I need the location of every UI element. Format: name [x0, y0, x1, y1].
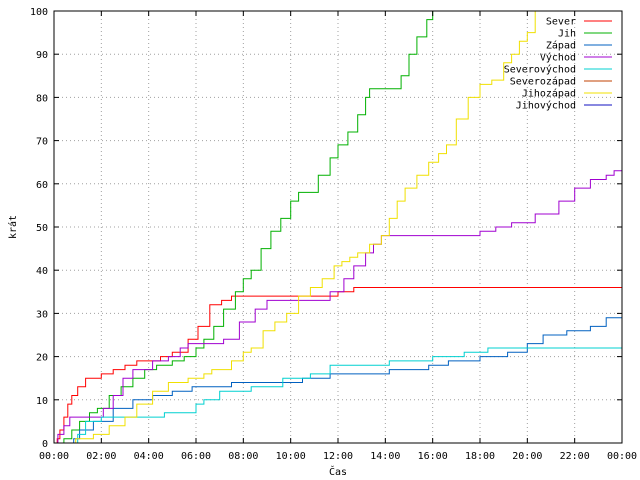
y-tick-label: 70	[36, 137, 48, 148]
x-tick-label: 06:00	[181, 451, 211, 462]
legend-label: Sever	[546, 17, 576, 28]
y-tick-label: 50	[36, 223, 48, 234]
x-tick-label: 12:00	[323, 451, 353, 462]
x-tick-label: 04:00	[134, 451, 164, 462]
x-tick-label: 00:00	[607, 451, 637, 462]
x-tick-label: 22:00	[560, 451, 590, 462]
legend-label: Severovýchod	[504, 64, 576, 76]
y-tick-label: 100	[30, 7, 48, 18]
y-tick-label: 60	[36, 180, 48, 191]
axis-ticks: 00:00 02:00 04:00 06:00 08:00 10:00 12:00 14:00…	[30, 7, 637, 462]
x-tick-label: 16:00	[418, 451, 448, 462]
legend-label: Západ	[546, 40, 576, 52]
series-line-sever	[54, 287, 622, 443]
y-tick-label: 0	[42, 439, 48, 450]
y-axis-label: krát	[7, 215, 19, 239]
x-tick-label: 00:00	[39, 451, 69, 462]
legend-label: Jihozápad	[522, 88, 576, 100]
x-axis-label: Čas	[329, 465, 347, 478]
legend-label: Jih	[558, 29, 576, 40]
legend-label: Jihovýchod	[516, 100, 576, 112]
gridlines	[54, 11, 622, 443]
series-line-severovýchod	[54, 347, 622, 443]
y-tick-label: 40	[36, 266, 48, 277]
x-tick-label: 10:00	[276, 451, 306, 462]
x-tick-label: 14:00	[370, 451, 400, 462]
y-tick-label: 30	[36, 309, 48, 320]
legend-label: Východ	[540, 52, 576, 64]
y-tick-label: 20	[36, 353, 48, 364]
series-line-západ	[54, 317, 622, 443]
x-tick-label: 08:00	[228, 451, 258, 462]
x-tick-label: 20:00	[512, 451, 542, 462]
legend-label: Severozápad	[510, 76, 576, 88]
series-lines	[54, 11, 622, 443]
y-tick-label: 10	[36, 396, 48, 407]
series-line-východ	[54, 170, 622, 443]
y-tick-label: 80	[36, 93, 48, 104]
series-line-jihozápad	[54, 11, 536, 443]
y-tick-label: 90	[36, 50, 48, 61]
x-tick-label: 18:00	[465, 451, 495, 462]
legend: SeverJihZápadVýchodSeverovýchodSeverozáp…	[504, 17, 612, 112]
x-tick-label: 02:00	[86, 451, 116, 462]
